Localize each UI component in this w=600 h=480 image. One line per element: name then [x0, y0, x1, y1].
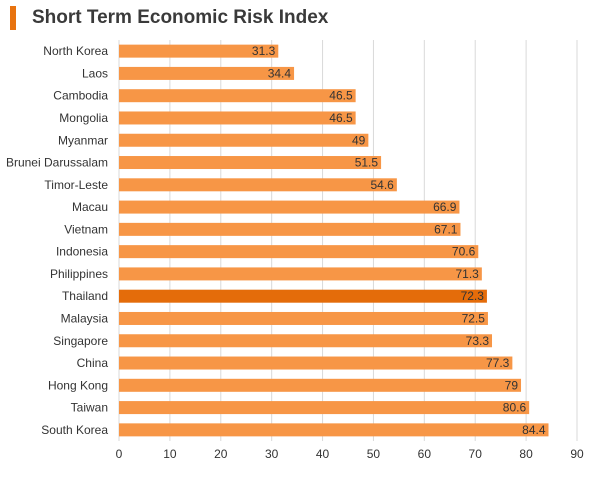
- data-label: 54.6: [370, 178, 394, 192]
- data-label: 34.4: [268, 66, 292, 80]
- category-label: Hong Kong: [48, 378, 108, 392]
- x-tick-label: 0: [116, 447, 123, 461]
- x-tick-label: 20: [214, 447, 228, 461]
- category-label: Malaysia: [61, 311, 109, 325]
- data-label: 46.5: [329, 89, 353, 103]
- x-axis-ticks: 0 10 20 30 40 50 60 70 80 90: [116, 447, 584, 461]
- data-label: 72.5: [462, 311, 486, 325]
- category-label: South Korea: [41, 423, 108, 437]
- bar: [119, 423, 549, 437]
- category-labels: North Korea Laos Cambodia Mongolia Myanmar Br…: [6, 44, 108, 437]
- data-label: 84.4: [522, 423, 546, 437]
- bar: [119, 356, 513, 370]
- grid-lines: [118, 40, 578, 441]
- data-label: 49: [352, 133, 366, 147]
- bar: [119, 311, 488, 325]
- data-label: 67.1: [434, 222, 458, 236]
- data-label: 70.6: [452, 245, 476, 259]
- data-label: 80.6: [503, 401, 527, 415]
- chart-title: Short Term Economic Risk Index: [32, 7, 329, 28]
- category-label: Indonesia: [56, 245, 108, 259]
- category-label: Philippines: [50, 267, 108, 281]
- category-label: Thailand: [62, 289, 108, 303]
- bar: [119, 200, 460, 214]
- category-label: Singapore: [53, 334, 108, 348]
- bar: [119, 111, 356, 125]
- category-label: Macau: [72, 200, 108, 214]
- data-label: 51.5: [355, 156, 379, 170]
- x-tick-label: 40: [316, 447, 330, 461]
- x-tick-label: 60: [418, 447, 432, 461]
- bars: [119, 44, 549, 437]
- bar: [119, 378, 522, 392]
- x-tick-label: 70: [469, 447, 483, 461]
- category-label: Timor-Leste: [44, 178, 108, 192]
- data-label: 72.3: [461, 289, 485, 303]
- bar: [119, 245, 479, 259]
- category-label: China: [77, 356, 109, 370]
- category-label: Laos: [82, 66, 108, 80]
- bar: [119, 334, 493, 348]
- bar: [119, 66, 295, 80]
- x-tick-label: 90: [570, 447, 584, 461]
- category-label: Mongolia: [59, 111, 108, 125]
- category-label: Brunei Darussalam: [6, 156, 108, 170]
- bar: [119, 289, 487, 303]
- data-label: 73.3: [466, 334, 490, 348]
- x-tick-label: 30: [265, 447, 279, 461]
- category-label: North Korea: [43, 44, 108, 58]
- value-labels: 31.3 34.4 46.5 46.5 49 51.5 54.6 66.9 67.1 70.6 71…: [252, 44, 546, 437]
- bar: [119, 133, 369, 147]
- data-label: 31.3: [252, 44, 276, 58]
- x-tick-label: 10: [163, 447, 177, 461]
- data-label: 71.3: [455, 267, 479, 281]
- data-label: 46.5: [329, 111, 353, 125]
- bar: [119, 222, 461, 236]
- bar: [119, 44, 279, 58]
- data-label: 66.9: [433, 200, 457, 214]
- category-label: Taiwan: [71, 401, 108, 415]
- title-accent-bar: [10, 6, 16, 30]
- x-tick-label: 50: [367, 447, 381, 461]
- category-label: Myanmar: [58, 133, 108, 147]
- bar: [119, 178, 397, 192]
- data-label: 79: [505, 378, 519, 392]
- bar: [119, 401, 530, 415]
- bar: [119, 267, 482, 281]
- x-tick-label: 80: [519, 447, 533, 461]
- bar: [119, 89, 356, 103]
- category-label: Vietnam: [64, 222, 108, 236]
- category-label: Cambodia: [53, 89, 108, 103]
- bar: [119, 156, 382, 170]
- data-label: 77.3: [486, 356, 510, 370]
